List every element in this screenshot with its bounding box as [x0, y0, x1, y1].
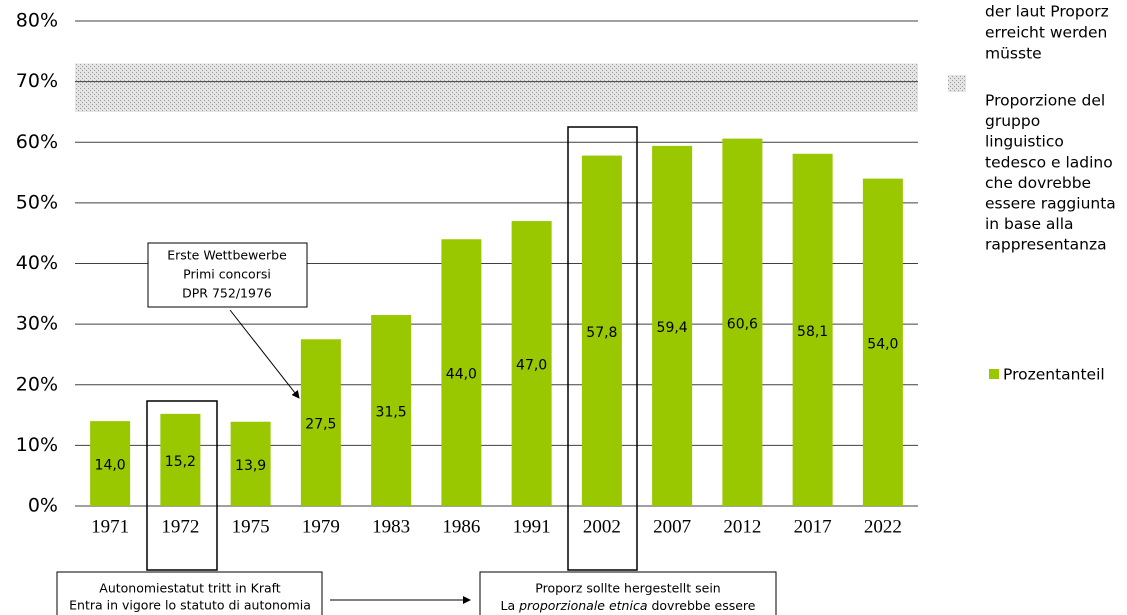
value-label: 31,5: [376, 405, 407, 421]
highlight-frame: [146, 400, 218, 571]
y-tick-label: 20%: [16, 373, 58, 395]
legend-swatch: [948, 75, 966, 92]
bar: [722, 138, 763, 507]
x-tick-label: 2002: [583, 516, 621, 537]
annotation-arrow: [229, 309, 300, 399]
bar: [862, 178, 903, 506]
value-label: 27,5: [305, 417, 336, 433]
bar: [792, 153, 833, 507]
legend-label: Prozentanteil: [1003, 366, 1105, 384]
legend-label: tedesco e ladino: [985, 153, 1113, 171]
bar: [90, 421, 131, 506]
annotation-text: Autonomiestatut tritt in Kraft: [99, 581, 281, 596]
annotation-text: dovrebbe essere: [647, 598, 755, 613]
bar: [511, 221, 552, 506]
x-tick-label: 1979: [302, 516, 340, 537]
annotation-text: proporzionale etnica: [518, 598, 647, 613]
x-tick-label: 2017: [794, 516, 832, 537]
bar: [371, 315, 412, 506]
value-label: 59,4: [657, 320, 688, 336]
legend-label: erreicht werden: [985, 24, 1107, 42]
highlight-frame: [567, 126, 638, 571]
x-tick-label: 1986: [442, 516, 480, 537]
annotation-box: [147, 242, 308, 308]
annotation-text: Entra in vigore lo statuto di autonomia: [69, 598, 311, 613]
y-tick-label: 40%: [16, 252, 58, 274]
annotation-box: [56, 571, 323, 615]
annotation-text: La proporzionale etnica dovrebbe essere: [501, 598, 756, 613]
x-tick-label: 1991: [513, 516, 551, 537]
annotation-text: Primi concorsi: [183, 267, 271, 282]
annotation-text: Erste Wettbewerbe: [167, 248, 287, 263]
x-tick-label: 1975: [232, 516, 270, 537]
value-label: 54,0: [867, 336, 898, 352]
value-label: 57,8: [586, 325, 617, 341]
legend-label: Proporzione del: [985, 92, 1105, 110]
value-label: 60,6: [727, 316, 758, 332]
legend-label: gruppo: [985, 112, 1040, 130]
bar: [160, 413, 201, 506]
legend-label: müsste: [985, 45, 1042, 63]
y-tick-label: 70%: [16, 70, 58, 92]
annotation-text: La: [501, 598, 520, 613]
value-label: 14,0: [95, 458, 126, 474]
legend-label: rappresentanza: [985, 236, 1107, 254]
y-tick-label: 10%: [16, 434, 58, 456]
bar: [441, 239, 482, 506]
bar: [581, 155, 622, 506]
value-label: 13,9: [235, 458, 266, 474]
bar: [652, 145, 693, 506]
x-tick-label: 1972: [161, 516, 199, 537]
legend-swatch: [989, 369, 999, 379]
value-label: 58,1: [797, 324, 828, 340]
legend-label: essere raggiunta: [985, 195, 1116, 213]
legend-label: linguistico: [985, 133, 1064, 151]
legend-label: che dovrebbe: [985, 174, 1091, 192]
y-tick-label: 60%: [16, 131, 58, 153]
value-label: 47,0: [516, 358, 547, 374]
value-label: 15,2: [165, 454, 196, 470]
legend-label: der laut Proporz: [985, 3, 1109, 21]
value-label: 44,0: [446, 367, 477, 383]
bar: [300, 339, 341, 506]
y-tick-label: 0%: [28, 495, 58, 517]
annotation-box: [479, 571, 777, 615]
y-tick-label: 30%: [16, 313, 58, 335]
bar: [230, 421, 271, 506]
legend-label: in base alla: [985, 215, 1074, 233]
target-band: [75, 63, 918, 112]
x-tick-label: 1971: [91, 516, 129, 537]
y-tick-label: 50%: [16, 191, 58, 213]
x-tick-label: 1983: [372, 516, 410, 537]
x-tick-label: 2022: [864, 516, 902, 537]
x-tick-label: 2007: [653, 516, 691, 537]
annotation-text: DPR 752/1976: [182, 286, 272, 301]
x-tick-label: 2012: [723, 516, 761, 537]
annotation-text: Proporz sollte hergestellt sein: [535, 581, 720, 596]
y-tick-label: 80%: [16, 10, 58, 32]
